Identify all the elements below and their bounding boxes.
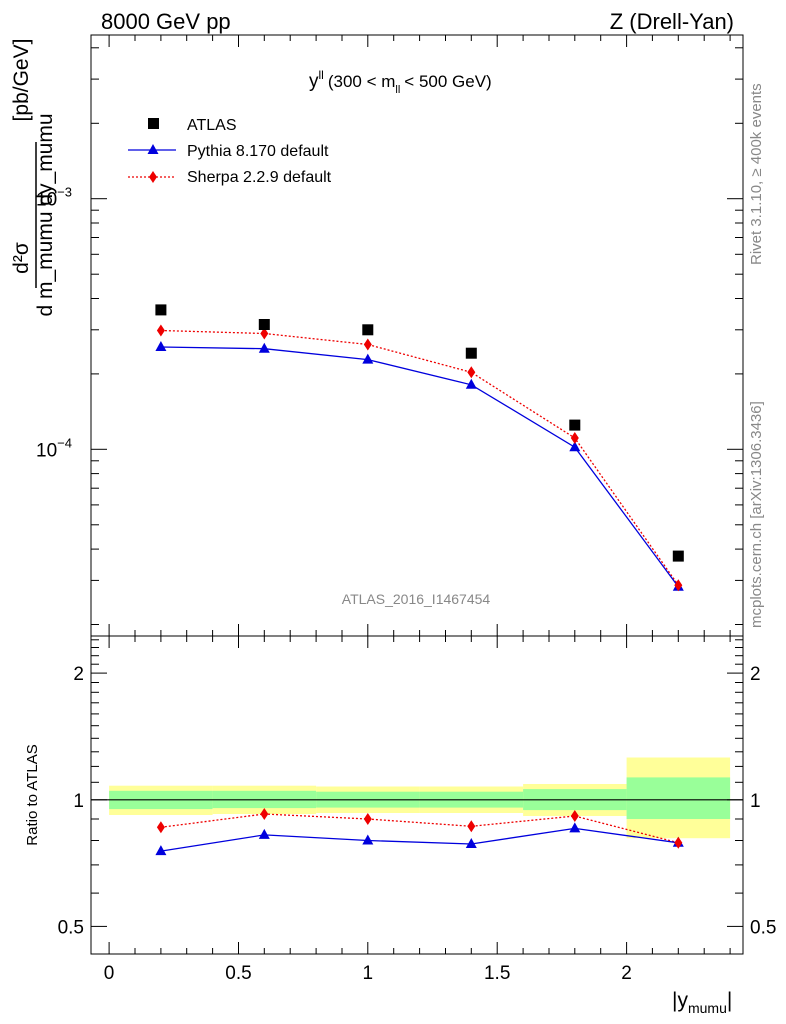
- x-tick-label: 0: [104, 963, 115, 984]
- x-tick-labels: 0 0.5 1 1.5 2: [104, 963, 632, 984]
- ratio-axis-ticks: [91, 636, 743, 954]
- sherpa-line: [160, 329, 679, 586]
- ratio-panel: 0.5 0.5 1 1 2 2: [58, 635, 777, 955]
- y-tick-label: 0.5: [58, 917, 84, 938]
- legend-sherpa-label: Sherpa 2.2.9 default: [187, 169, 332, 186]
- sherpa-ratio-point: [467, 820, 476, 833]
- main-series: [155, 304, 684, 592]
- sherpa-point: [156, 324, 165, 337]
- pythia-point: [258, 342, 270, 353]
- sherpa-point: [674, 579, 683, 592]
- y-tick-label: 1: [750, 791, 761, 812]
- ratio-series: [155, 808, 684, 856]
- sherpa-ratio-point: [260, 808, 269, 820]
- pythia-ratio-point: [258, 828, 270, 839]
- y-label-unit: [pb/GeV]: [10, 39, 33, 122]
- ratio-uncertainty-bands: [91, 757, 743, 839]
- pythia-ratio-point: [155, 845, 167, 856]
- x-tick-label: 1: [363, 963, 374, 984]
- uncertainty-band-inner: [626, 777, 731, 819]
- process-label: Z (Drell-Yan): [610, 9, 734, 34]
- y-tick-label: 10−3: [36, 185, 72, 211]
- sherpa-ratio-line: [160, 813, 679, 844]
- atlas-point: [155, 304, 167, 316]
- collision-label: 8000 GeV pp: [101, 9, 231, 34]
- ratio-y-label: Ratio to ATLAS: [24, 744, 41, 845]
- main-y-label: d²σ d m_mumu dy_mumu [pb/GeV]: [10, 39, 57, 317]
- sherpa-point: [570, 432, 579, 444]
- atlas-point: [465, 347, 477, 359]
- legend-atlas-label: ATLAS: [187, 117, 237, 134]
- legend-sherpa-marker: [149, 171, 157, 183]
- mcplots-info: mcplots.cern.ch [arXiv:1306.3436]: [748, 401, 765, 628]
- x-axis-label: |ymumu|: [672, 989, 732, 1016]
- y-tick-label: 1: [73, 791, 84, 812]
- analysis-watermark: ATLAS_2016_I1467454: [342, 591, 491, 607]
- main-y-tick-labels: 10−4 10−3: [36, 185, 72, 462]
- rivet-info: Rivet 3.1.10, ≥ 400k events: [748, 83, 765, 265]
- main-panel: 10−4 10−3: [36, 34, 744, 637]
- x-tick-label: 0.5: [225, 963, 251, 984]
- legend: ATLAS Pythia 8.170 default Sherpa 2.2.9 …: [128, 117, 332, 186]
- sherpa-ratio-point: [363, 813, 372, 825]
- atlas-point: [258, 319, 270, 330]
- y-tick-label: 2: [73, 664, 84, 685]
- y-label-denominator: d m_mumu dy_mumu: [34, 113, 57, 316]
- sherpa-point: [467, 366, 476, 379]
- legend-pythia-marker: [147, 144, 159, 154]
- legend-atlas-marker: [148, 118, 159, 129]
- y-tick-label: 10−4: [36, 435, 72, 461]
- pythia-ratio-point: [569, 822, 581, 833]
- sherpa-ratio-point: [156, 821, 165, 834]
- atlas-point: [672, 550, 684, 562]
- sherpa-ratio-point: [674, 836, 683, 849]
- pythia-point: [155, 341, 167, 351]
- sherpa-point: [363, 338, 372, 351]
- sherpa-ratio-point: [570, 810, 579, 822]
- y-label-numerator: d²σ: [10, 242, 33, 274]
- ratio-frame: [90, 635, 744, 955]
- pythia-point: [465, 378, 477, 389]
- atlas-point: [569, 419, 581, 431]
- pythia-ratio-point: [362, 834, 374, 845]
- panel-title: yll (300 < mll < 500 GeV): [309, 68, 492, 96]
- y-tick-label: 2: [750, 664, 761, 685]
- atlas-point: [362, 324, 374, 336]
- pythia-point: [569, 441, 581, 452]
- sherpa-point: [260, 327, 269, 340]
- ratio-y-tick-labels: 0.5 0.5 1 1 2 2: [58, 664, 777, 938]
- legend-pythia-label: Pythia 8.170 default: [187, 143, 329, 160]
- pythia-point: [362, 353, 374, 364]
- x-tick-label: 1.5: [484, 963, 510, 984]
- main-axis-ticks: [91, 35, 743, 636]
- pythia-line: [160, 346, 679, 588]
- pythia-ratio-point: [465, 838, 477, 848]
- y-tick-label: 0.5: [750, 917, 776, 938]
- pythia-ratio-line: [160, 827, 679, 852]
- x-tick-label: 2: [621, 963, 632, 984]
